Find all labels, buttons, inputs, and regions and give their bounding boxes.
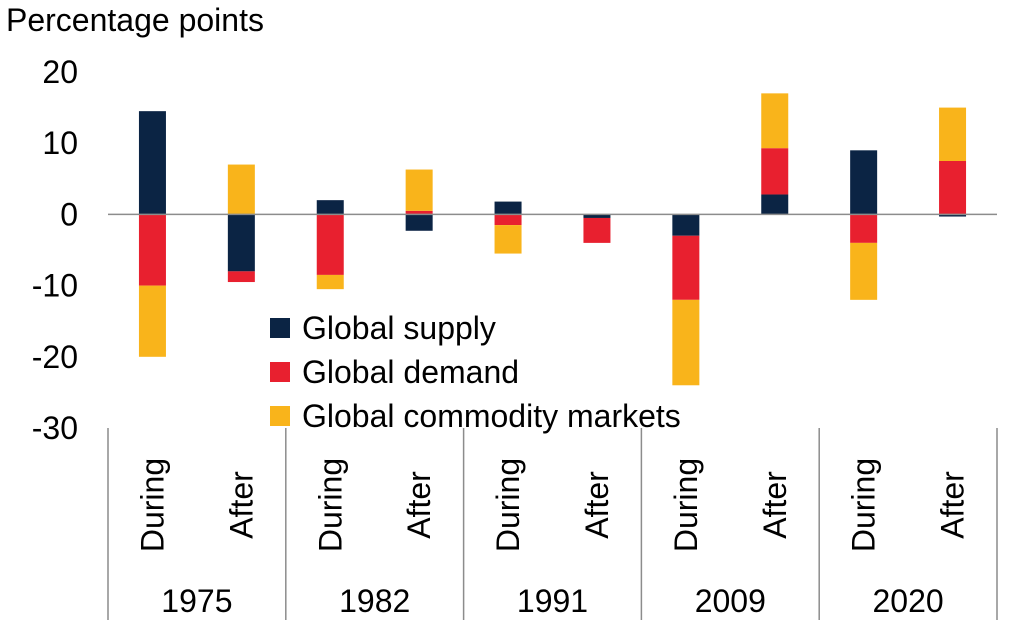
x-tick-label-after: After bbox=[401, 471, 437, 539]
legend-label-global-commodity-markets: Global commodity markets bbox=[302, 397, 681, 434]
group-label: 1991 bbox=[517, 583, 588, 619]
legend-label-global-demand: Global demand bbox=[302, 353, 520, 390]
legend-item-global-commodity-markets: Global commodity markets bbox=[270, 394, 681, 438]
x-tick-label-during: During bbox=[312, 458, 348, 552]
x-tick-label-during: During bbox=[134, 458, 170, 552]
bars bbox=[138, 93, 967, 386]
legend-item-global-supply: Global supply bbox=[270, 306, 681, 350]
group-label: 2009 bbox=[695, 583, 766, 619]
bar-global-supply bbox=[494, 201, 522, 215]
legend: Global supply Global demand Global commo… bbox=[270, 306, 681, 438]
y-axis-label: Percentage points bbox=[6, 2, 264, 38]
bar-global-commodity-markets bbox=[405, 169, 433, 211]
legend-label-global-supply: Global supply bbox=[302, 309, 496, 346]
bar-global-demand bbox=[761, 148, 789, 195]
y-tick-label: -20 bbox=[32, 339, 78, 375]
bar-global-supply bbox=[761, 194, 789, 215]
legend-swatch-global-demand bbox=[270, 362, 290, 382]
bar-global-supply bbox=[583, 214, 611, 218]
legend-swatch-global-commodity-markets bbox=[270, 406, 290, 426]
bar-global-supply bbox=[316, 200, 344, 215]
y-tick-label: 20 bbox=[42, 54, 78, 90]
bar-global-demand bbox=[850, 214, 878, 243]
bar-global-commodity-markets bbox=[494, 225, 522, 254]
bar-global-supply bbox=[138, 111, 166, 215]
bar-global-commodity-markets bbox=[316, 274, 344, 290]
legend-swatch-global-supply bbox=[270, 318, 290, 338]
bar-global-demand bbox=[583, 217, 611, 243]
x-tick-label-after: After bbox=[935, 471, 971, 539]
bar-global-demand bbox=[494, 214, 522, 226]
y-tick-label: 10 bbox=[42, 125, 78, 161]
bar-global-demand bbox=[227, 271, 255, 283]
bar-global-supply bbox=[227, 214, 255, 272]
bar-global-commodity-markets bbox=[672, 299, 700, 386]
bar-global-commodity-markets bbox=[850, 242, 878, 300]
y-tick-label: -10 bbox=[32, 268, 78, 304]
x-tick-label-during: During bbox=[490, 458, 526, 552]
bar-global-supply bbox=[405, 214, 433, 231]
bar-global-demand bbox=[405, 210, 433, 215]
x-tick-label-after: After bbox=[223, 471, 259, 539]
bar-global-commodity-markets bbox=[138, 285, 166, 357]
bar-global-demand bbox=[138, 214, 166, 286]
bar-global-commodity-markets bbox=[761, 93, 789, 149]
bar-global-supply bbox=[939, 214, 967, 217]
bar-global-commodity-markets bbox=[227, 164, 255, 215]
bar-global-demand bbox=[672, 235, 700, 300]
y-axis-ticks: 20 10 0 -10 -20 -30 bbox=[32, 54, 78, 446]
legend-item-global-demand: Global demand bbox=[270, 350, 681, 394]
x-tick-label-after: After bbox=[757, 471, 793, 539]
bar-global-demand bbox=[316, 214, 344, 275]
x-tick-label-after: After bbox=[579, 471, 615, 539]
bar-global-demand bbox=[939, 161, 967, 215]
y-tick-label: -30 bbox=[32, 410, 78, 446]
bar-global-supply bbox=[850, 150, 878, 215]
group-label: 1982 bbox=[339, 583, 410, 619]
bar-global-commodity-markets bbox=[939, 107, 967, 161]
group-label: 2020 bbox=[873, 583, 944, 619]
y-tick-label: 0 bbox=[60, 196, 78, 232]
bar-global-supply bbox=[672, 214, 700, 236]
x-tick-label-during: During bbox=[668, 458, 704, 552]
group-label: 1975 bbox=[161, 583, 232, 619]
x-axis: During After During After During After During A… bbox=[107, 428, 998, 620]
x-tick-label-during: During bbox=[846, 458, 882, 552]
